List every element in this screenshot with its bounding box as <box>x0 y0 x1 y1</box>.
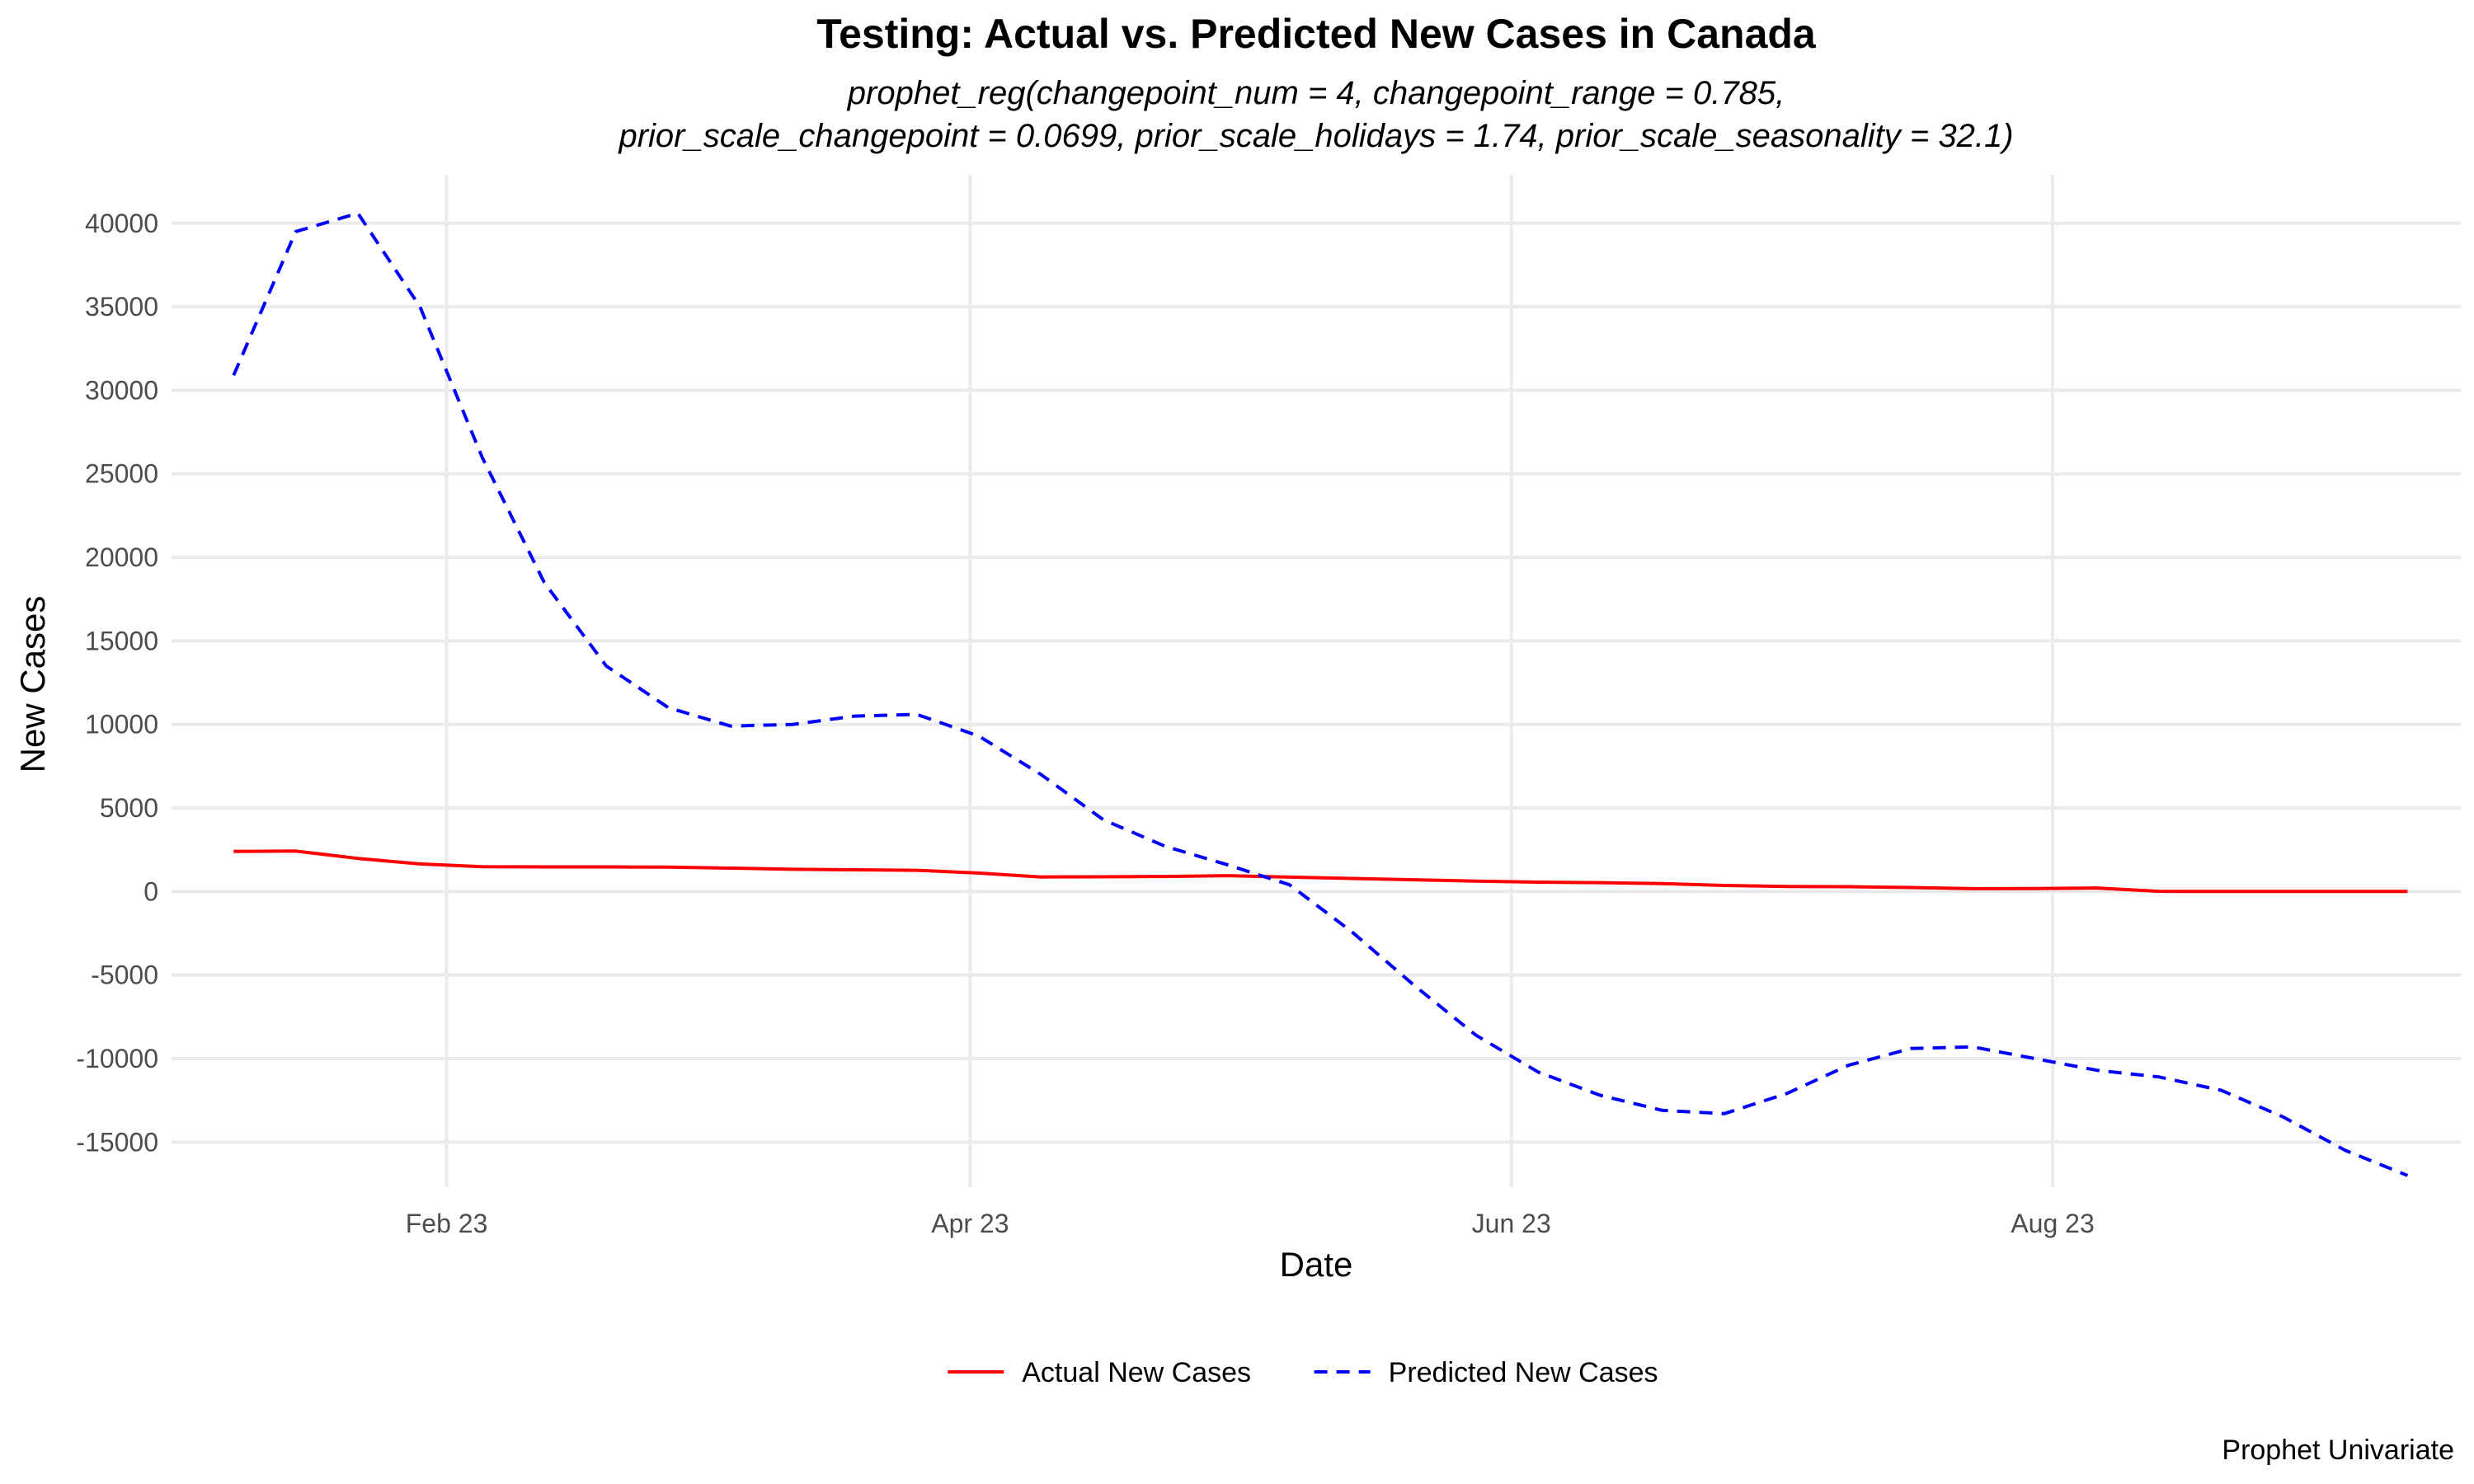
y-tick-label: 20000 <box>85 542 158 572</box>
x-axis-title: Date <box>1280 1245 1353 1284</box>
x-tick-label: Apr 23 <box>931 1209 1009 1238</box>
predicted-new-cases-line <box>232 211 2409 1177</box>
chart-caption: Prophet Univariate <box>2222 1435 2454 1466</box>
series-lines <box>232 211 2409 1177</box>
x-tick-label: Feb 23 <box>406 1209 488 1238</box>
y-tick-label: 10000 <box>85 710 158 740</box>
y-tick-label: 30000 <box>85 375 158 405</box>
chart-title: Testing: Actual vs. Predicted New Cases … <box>816 11 1817 57</box>
y-tick-label: -15000 <box>76 1127 158 1157</box>
x-tick-label: Jun 23 <box>1472 1209 1551 1238</box>
y-tick-label: -5000 <box>91 960 158 990</box>
y-axis-ticks: -15000 -10000 -5000 0 5000 10000 15000 20000 250… <box>76 209 158 1158</box>
legend-label-actual-new-cases: Actual New Cases <box>1022 1357 1251 1388</box>
y-tick-label: 15000 <box>85 626 158 655</box>
x-tick-label: Aug 23 <box>2011 1209 2094 1238</box>
y-tick-label: 25000 <box>85 459 158 489</box>
chart-subtitle-line-2: prior_scale_changepoint = 0.0699, prior_… <box>618 118 2013 154</box>
y-tick-label: 0 <box>143 876 158 906</box>
chart-subtitle-line-1: prophet_reg(changepoint_num = 4, changep… <box>847 75 1785 111</box>
legend: Actual New Cases Predicted New Cases <box>948 1357 1658 1388</box>
y-tick-label: -10000 <box>76 1044 158 1073</box>
x-axis-ticks: Feb 23 Apr 23 Jun 23 Aug 23 <box>406 1209 2095 1238</box>
legend-label-predicted-new-cases: Predicted New Cases <box>1389 1357 1658 1388</box>
y-axis-title: New Cases <box>13 596 52 773</box>
gridlines <box>172 175 2461 1187</box>
y-tick-label: 35000 <box>85 292 158 322</box>
actual-new-cases-line <box>233 849 2408 894</box>
y-tick-label: 40000 <box>85 209 158 238</box>
y-tick-label: 5000 <box>100 793 158 823</box>
